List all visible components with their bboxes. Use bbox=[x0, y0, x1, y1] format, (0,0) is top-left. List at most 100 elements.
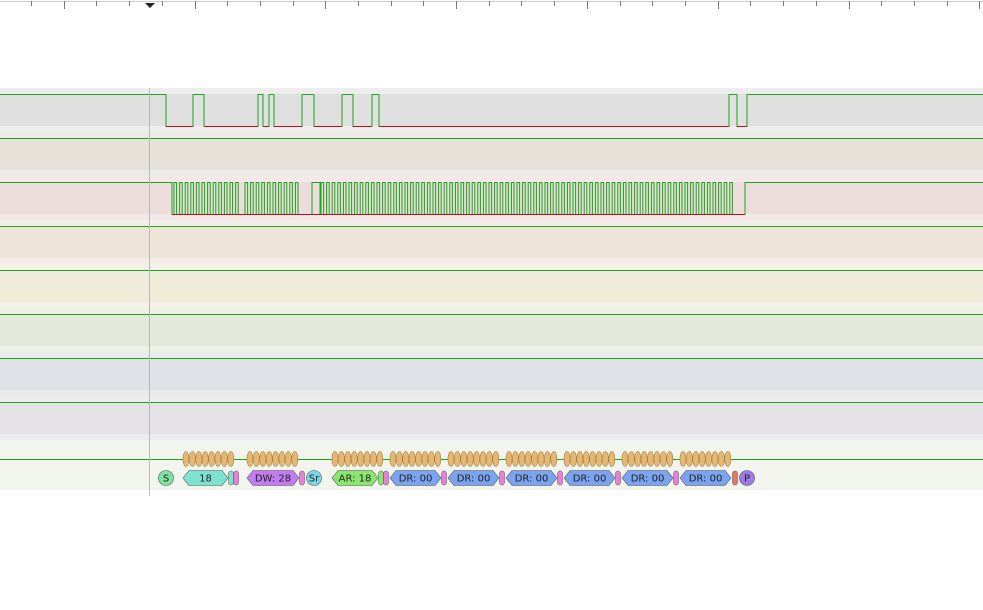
frame-0-bit bbox=[201, 451, 209, 467]
channel-3-band bbox=[0, 226, 983, 258]
channel-7-row[interactable] bbox=[0, 396, 983, 440]
decoder-frame-address-write[interactable] bbox=[182, 470, 229, 486]
frame-8-bit bbox=[718, 451, 725, 467]
frame-4-bit bbox=[466, 451, 474, 467]
start-condition-marker[interactable] bbox=[158, 470, 174, 486]
frame-7-bit bbox=[621, 451, 629, 467]
frame-2-bit bbox=[344, 451, 352, 467]
channel-0-scl-row[interactable] bbox=[0, 88, 983, 132]
decoder-frame-data-read[interactable] bbox=[563, 470, 616, 486]
frame-7-bit bbox=[634, 451, 642, 467]
channel-0-scl-band bbox=[0, 94, 983, 126]
ack-marker bbox=[615, 470, 621, 486]
ack-marker bbox=[441, 470, 447, 486]
repeated-start-marker-label: Sr bbox=[309, 474, 320, 485]
frame-1-bit bbox=[252, 451, 260, 467]
frame-5-bit bbox=[524, 451, 532, 467]
decoder-frame-data-read-label: DR: 00 bbox=[689, 474, 723, 485]
channel-4-label-area[interactable] bbox=[0, 270, 150, 302]
frame-0-bit bbox=[188, 451, 196, 467]
ack-marker bbox=[233, 470, 239, 486]
frame-2-bit bbox=[376, 451, 384, 467]
ack-marker bbox=[383, 470, 389, 486]
frame-7-bit bbox=[666, 451, 674, 467]
decoder-frame-data-read[interactable] bbox=[621, 470, 674, 486]
channel-4-row[interactable] bbox=[0, 264, 983, 308]
decoder-frame-data-write-label: DW: 28 bbox=[255, 474, 291, 485]
frame-5-bit bbox=[518, 451, 526, 467]
time-ruler-ticks bbox=[0, 1, 983, 9]
frame-8-bit bbox=[698, 451, 706, 467]
frame-3-bit bbox=[395, 451, 403, 467]
frame-6-bit bbox=[582, 451, 590, 467]
channel-3-row[interactable] bbox=[0, 220, 983, 264]
frame-8-bit bbox=[679, 451, 687, 467]
frame-3-bit bbox=[415, 451, 422, 467]
frame-8-bit bbox=[705, 451, 712, 467]
decoder-frame-data-read[interactable] bbox=[505, 470, 558, 486]
ack-marker bbox=[378, 470, 384, 486]
channel-5-row[interactable] bbox=[0, 308, 983, 352]
cursor-marker-icon[interactable] bbox=[145, 3, 155, 8]
ack-marker bbox=[673, 470, 679, 486]
frame-2-bit bbox=[331, 451, 339, 467]
frame-7-bit bbox=[647, 451, 654, 467]
frame-4-bit bbox=[485, 451, 493, 467]
start-condition-marker-label: S bbox=[163, 474, 169, 485]
frame-2-bit bbox=[369, 451, 377, 467]
frame-4-bit bbox=[473, 451, 480, 467]
frame-1-bit bbox=[246, 451, 254, 467]
channel-1-row[interactable] bbox=[0, 132, 983, 176]
frame-1-bit bbox=[272, 451, 279, 467]
channel-6-row[interactable] bbox=[0, 352, 983, 396]
frame-8-bit bbox=[692, 451, 700, 467]
frame-6-bit bbox=[570, 451, 577, 467]
channel-2-waveform bbox=[150, 182, 983, 215]
frame-4-bit bbox=[479, 451, 487, 467]
frame-0-bit bbox=[182, 451, 190, 467]
channel-7-band bbox=[0, 402, 983, 434]
frame-4-bit bbox=[460, 451, 468, 467]
frame-5-bit bbox=[531, 451, 538, 467]
decoder-frame-data-read-label: DR: 00 bbox=[573, 474, 607, 485]
frame-1-bit bbox=[265, 451, 273, 467]
decoder-frame-data-read[interactable] bbox=[389, 470, 442, 486]
stop-condition-marker[interactable] bbox=[739, 470, 755, 486]
stop-condition-marker-label: P bbox=[744, 474, 750, 485]
frame-8-bit bbox=[711, 451, 719, 467]
channel-6-label-area[interactable] bbox=[0, 358, 150, 390]
frame-7-bit bbox=[640, 451, 648, 467]
frame-3-bit bbox=[421, 451, 429, 467]
frame-5-bit bbox=[550, 451, 558, 467]
frame-1-bit bbox=[284, 451, 292, 467]
decoder-frame-data-read[interactable] bbox=[447, 470, 500, 486]
decoder-frame-address-read[interactable] bbox=[331, 470, 379, 486]
frame-1-bit bbox=[278, 451, 286, 467]
frame-8-bit bbox=[686, 451, 693, 467]
channel-1-label-area[interactable] bbox=[0, 138, 150, 170]
decoder-frame-data-read[interactable] bbox=[679, 470, 732, 486]
frame-7-bit bbox=[660, 451, 667, 467]
frame-6-bit bbox=[563, 451, 571, 467]
channel-7-label-area[interactable] bbox=[0, 402, 150, 434]
decoder-frame-data-write[interactable] bbox=[246, 470, 300, 486]
nack-marker bbox=[732, 470, 738, 486]
frame-6-bit bbox=[608, 451, 616, 467]
repeated-start-marker[interactable] bbox=[306, 470, 322, 486]
time-ruler[interactable] bbox=[0, 0, 983, 14]
ack-marker bbox=[557, 470, 563, 486]
channel-5-label-area[interactable] bbox=[0, 314, 150, 346]
frame-0-bit bbox=[220, 451, 228, 467]
channel-3-label-area[interactable] bbox=[0, 226, 150, 258]
channel-0-scl-label-area[interactable] bbox=[0, 94, 150, 126]
decoder-frame-data-read-label: DR: 00 bbox=[631, 474, 665, 485]
frame-6-bit bbox=[602, 451, 609, 467]
channel-1-band bbox=[0, 138, 983, 170]
channel-2-sda-label-area[interactable] bbox=[0, 182, 150, 214]
frame-7-bit bbox=[628, 451, 635, 467]
frame-6-bit bbox=[595, 451, 603, 467]
frame-1-bit bbox=[259, 451, 267, 467]
channel-6-band bbox=[0, 358, 983, 390]
frame-0-bit bbox=[208, 451, 215, 467]
